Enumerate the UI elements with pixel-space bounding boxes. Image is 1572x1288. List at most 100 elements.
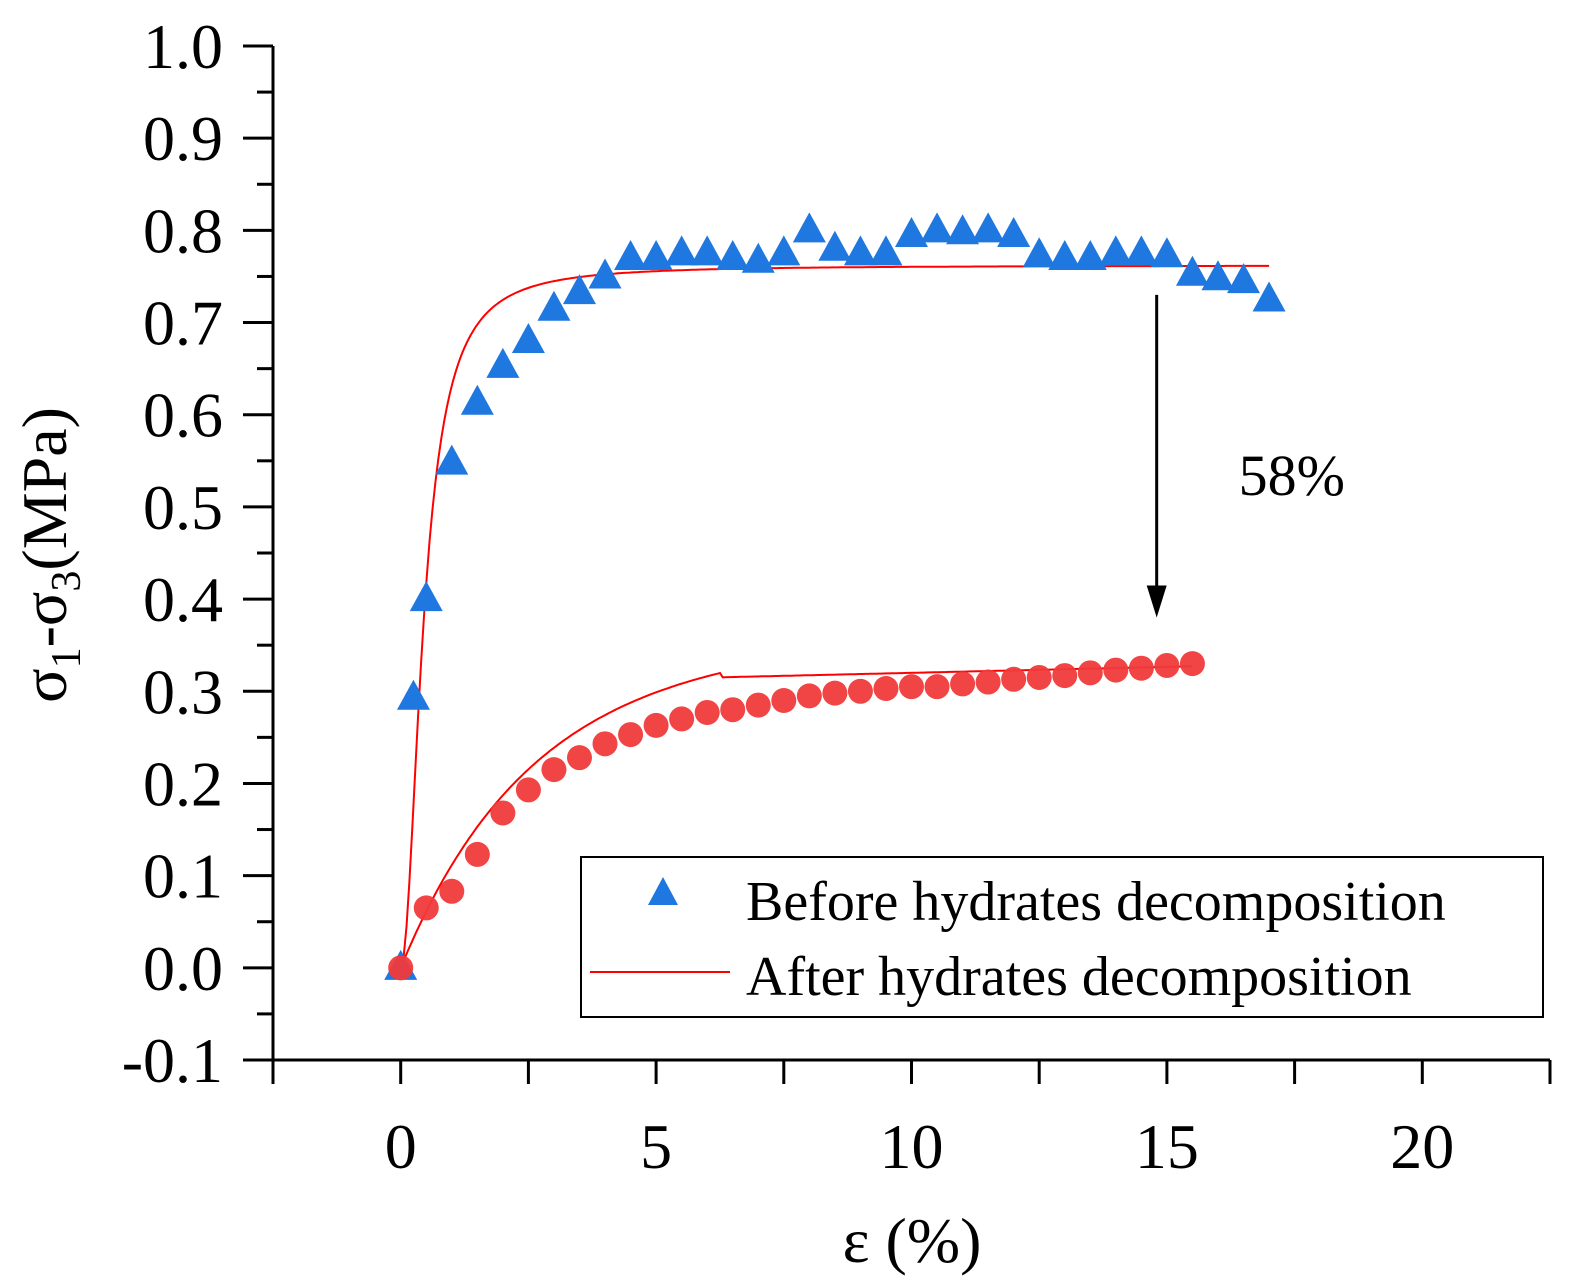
marker-before-point bbox=[511, 322, 545, 353]
marker-before-point bbox=[460, 384, 494, 415]
marker-after-point bbox=[541, 757, 567, 783]
marker-before-point bbox=[1175, 255, 1209, 286]
annotation-arrow-head bbox=[1146, 585, 1167, 618]
x-tick-label: 20 bbox=[1390, 1111, 1454, 1182]
marker-after-point bbox=[618, 722, 644, 748]
marker-before-point bbox=[843, 235, 877, 266]
marker-before-point bbox=[1048, 240, 1082, 271]
y-axis-title: σ1-σ3(MPa) bbox=[9, 407, 90, 703]
y-tick-label: 0.2 bbox=[143, 748, 223, 819]
marker-before-point bbox=[1099, 235, 1133, 266]
marker-before-point bbox=[895, 216, 928, 247]
marker-after-point bbox=[694, 699, 720, 725]
axes: -0.1 0.0 0.1 0.2 0.3 0.4 0.5 0.6 0.7 0.8 0.9 1.0 0 5 1… bbox=[122, 11, 1552, 1182]
x-tick-label: 5 bbox=[640, 1111, 672, 1182]
x-axis-title: ε (%) bbox=[843, 1205, 982, 1276]
marker-after-point bbox=[950, 671, 976, 697]
y-tick-label: 0.7 bbox=[143, 288, 223, 359]
marker-after-point bbox=[1077, 660, 1103, 686]
y-axis-title-sub1: 1 bbox=[44, 647, 90, 668]
x-tick-label: 0 bbox=[385, 1111, 417, 1182]
marker-before-point bbox=[1201, 260, 1235, 291]
marker-before-point bbox=[396, 679, 430, 710]
y-tick-label: 0.5 bbox=[143, 472, 223, 543]
marker-after-point bbox=[1154, 652, 1180, 678]
marker-before-point bbox=[588, 258, 622, 289]
annotation-label: 58% bbox=[1239, 443, 1345, 508]
marker-after-point bbox=[566, 745, 592, 771]
marker-after-point bbox=[847, 678, 873, 704]
marker-after-point bbox=[592, 731, 618, 757]
marker-before-point bbox=[537, 290, 571, 321]
marker-before-point bbox=[1252, 281, 1286, 312]
data-markers bbox=[384, 212, 1286, 981]
marker-before-point bbox=[435, 444, 469, 475]
legend-label-before: Before hydrates decomposition bbox=[746, 871, 1446, 933]
marker-before-point bbox=[869, 235, 903, 266]
marker-after-point bbox=[643, 712, 669, 738]
legend: Before hydrates decomposition After hydr… bbox=[580, 856, 1544, 1018]
y-tick-label: -0.1 bbox=[122, 1025, 223, 1096]
marker-after-point bbox=[1103, 657, 1129, 683]
annotation: 58% bbox=[1146, 294, 1345, 618]
marker-before-point bbox=[716, 240, 750, 271]
marker-after-point bbox=[388, 955, 414, 981]
y-axis-title-dash: -σ bbox=[9, 592, 80, 648]
marker-before-point bbox=[1124, 235, 1158, 266]
marker-after-point bbox=[1052, 663, 1078, 689]
marker-after-point bbox=[975, 669, 1001, 695]
marker-after-point bbox=[1026, 664, 1052, 690]
legend-marker-before bbox=[648, 877, 678, 905]
marker-before-point bbox=[792, 212, 826, 243]
marker-before-point bbox=[409, 581, 443, 612]
marker-before-point bbox=[1022, 237, 1056, 268]
marker-before-point bbox=[767, 235, 801, 266]
marker-after-point bbox=[515, 777, 541, 803]
marker-after-point bbox=[822, 680, 848, 706]
marker-after-point bbox=[720, 697, 746, 723]
y-axis-title-sigma: σ bbox=[9, 668, 80, 703]
marker-after-point bbox=[899, 674, 924, 700]
marker-before-point bbox=[562, 274, 596, 305]
legend-box bbox=[580, 856, 1544, 1018]
y-tick-label: 0.8 bbox=[143, 195, 223, 266]
marker-after-point bbox=[873, 676, 899, 702]
legend-label-after: After hydrates decomposition bbox=[746, 946, 1412, 1008]
marker-before-point bbox=[946, 214, 980, 245]
marker-before-point bbox=[818, 230, 852, 261]
marker-before-point bbox=[486, 347, 520, 378]
marker-before-point bbox=[1227, 263, 1261, 294]
marker-before-point bbox=[665, 235, 699, 266]
marker-before-point bbox=[1073, 240, 1107, 271]
marker-before-point bbox=[741, 242, 775, 273]
x-tick-label: 10 bbox=[880, 1111, 944, 1182]
y-tick-label: 0.9 bbox=[143, 103, 223, 174]
y-tick-label: 1.0 bbox=[143, 11, 223, 82]
fit-before bbox=[399, 264, 1270, 969]
marker-after-point bbox=[464, 841, 490, 867]
y-axis-title-unit: (MPa) bbox=[9, 407, 80, 571]
marker-after-point bbox=[924, 674, 950, 700]
marker-after-point bbox=[745, 692, 771, 718]
marker-after-point bbox=[1001, 666, 1027, 692]
y-tick-label: 0.6 bbox=[143, 380, 223, 451]
marker-before-point bbox=[920, 212, 954, 243]
marker-after-point bbox=[771, 687, 797, 713]
marker-before-point bbox=[690, 235, 724, 266]
y-tick-label: 0.3 bbox=[143, 656, 223, 727]
marker-after-point bbox=[669, 706, 695, 732]
y-tick-label: 0.0 bbox=[143, 933, 223, 1004]
marker-after-point bbox=[439, 878, 465, 904]
marker-before-point bbox=[614, 240, 648, 271]
marker-before-point bbox=[997, 216, 1031, 247]
x-tick-label: 15 bbox=[1135, 1111, 1199, 1182]
marker-after-point bbox=[1179, 651, 1205, 677]
marker-before-point bbox=[1150, 237, 1184, 268]
y-tick-label: 0.4 bbox=[143, 564, 223, 635]
marker-after-point bbox=[490, 800, 516, 826]
marker-before-point bbox=[971, 212, 1005, 243]
marker-after-point bbox=[796, 683, 822, 709]
y-tick-label: 0.1 bbox=[143, 841, 223, 912]
